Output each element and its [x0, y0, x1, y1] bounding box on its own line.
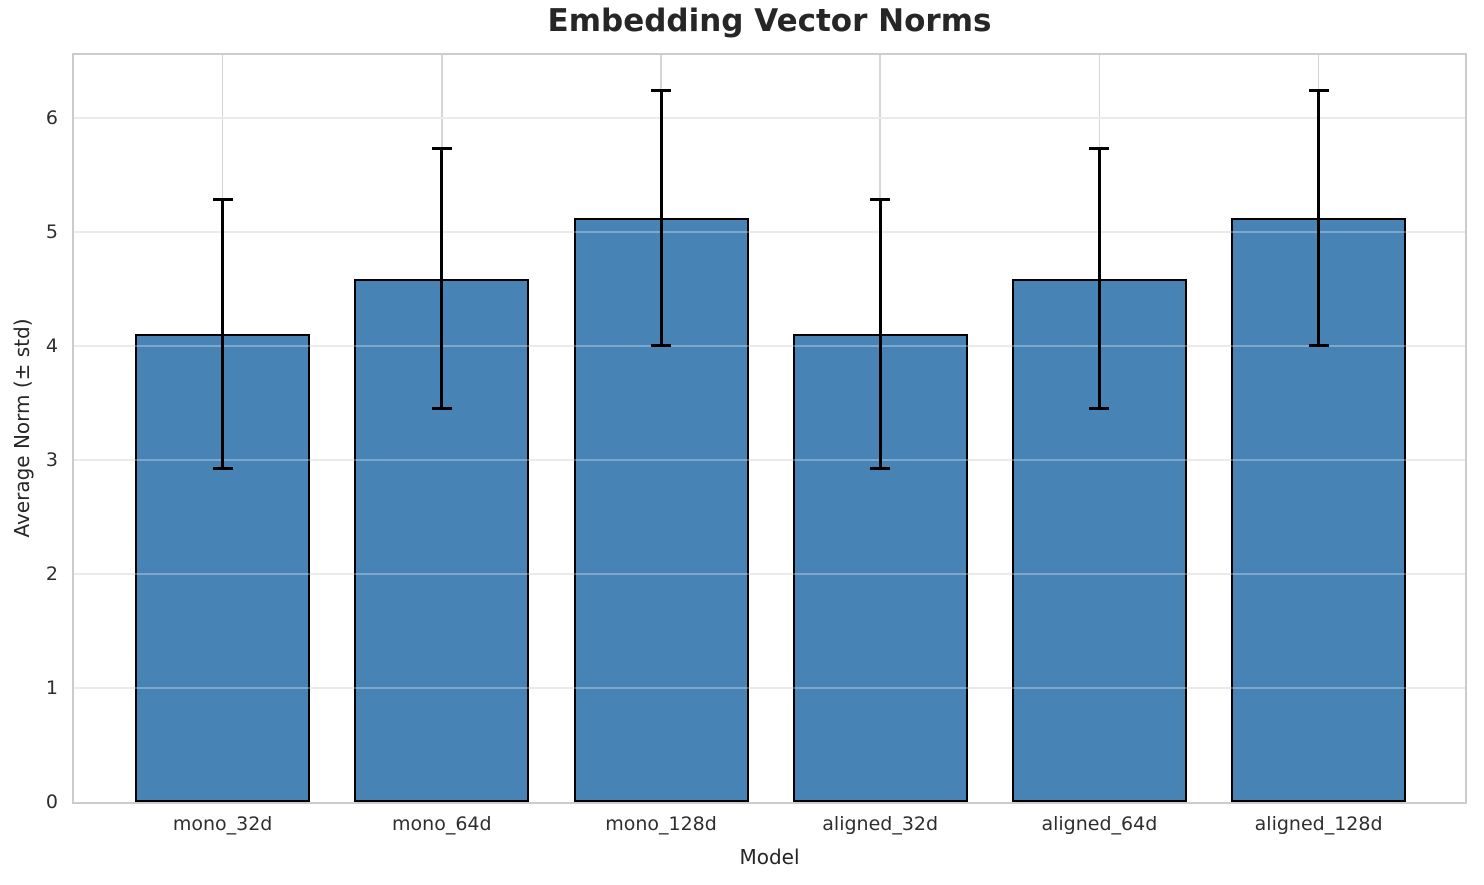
y-tick-label-6: 6 [45, 106, 58, 129]
y-tick-label-3: 3 [45, 448, 58, 471]
x-tick-label-mono_32d: mono_32d [172, 813, 273, 835]
error-cap-top-aligned_64d [1089, 147, 1110, 151]
error-cap-bottom-aligned_64d [1089, 407, 1110, 411]
x-tick-label-aligned_128d: aligned_128d [1254, 813, 1383, 835]
x-tick-label-aligned_32d: aligned_32d [822, 813, 939, 835]
y-tick-label-5: 5 [45, 220, 58, 243]
error-cap-top-aligned_32d [870, 198, 891, 202]
y-tick-label-0: 0 [45, 791, 58, 813]
error-bar-aligned_32d [878, 199, 882, 469]
error-bar-aligned_128d [1317, 90, 1321, 346]
y-tick-label-2: 2 [45, 562, 58, 585]
error-cap-top-mono_128d [651, 88, 671, 92]
error-bar-mono_128d [659, 90, 663, 346]
error-cap-bottom-mono_128d [651, 344, 671, 348]
error-bar-mono_64d [440, 148, 444, 409]
error-cap-bottom-mono_32d [212, 467, 233, 471]
error-cap-bottom-aligned_32d [870, 467, 891, 471]
y-tick-label-1: 1 [45, 676, 58, 699]
plot-area [72, 53, 1467, 804]
gridline-horizontal [74, 116, 1465, 119]
error-cap-bottom-aligned_128d [1308, 344, 1329, 348]
x-tick-label-aligned_64d: aligned_64d [1041, 813, 1158, 835]
gridline-highlight [74, 116, 1465, 119]
y-tick-label-4: 4 [45, 334, 58, 357]
error-cap-top-aligned_128d [1308, 88, 1329, 92]
error-bar-mono_32d [221, 199, 225, 469]
error-cap-bottom-mono_64d [431, 407, 452, 411]
chart-title: Embedding Vector Norms [547, 3, 992, 39]
x-tick-label-mono_64d: mono_64d [392, 813, 492, 835]
error-bar-aligned_64d [1097, 148, 1101, 409]
x-tick-label-mono_128d: mono_128d [605, 813, 717, 835]
error-cap-top-mono_64d [431, 147, 452, 151]
error-cap-top-mono_32d [212, 198, 233, 202]
x-axis-label: Model [739, 845, 800, 869]
